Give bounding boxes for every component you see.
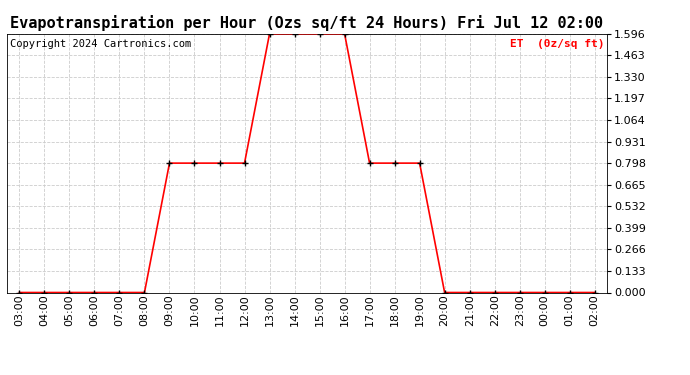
Text: ET  (0z/sq ft): ET (0z/sq ft) xyxy=(510,39,604,49)
Text: Copyright 2024 Cartronics.com: Copyright 2024 Cartronics.com xyxy=(10,39,191,49)
Title: Evapotranspiration per Hour (Ozs sq/ft 24 Hours) Fri Jul 12 02:00: Evapotranspiration per Hour (Ozs sq/ft 2… xyxy=(10,15,604,31)
